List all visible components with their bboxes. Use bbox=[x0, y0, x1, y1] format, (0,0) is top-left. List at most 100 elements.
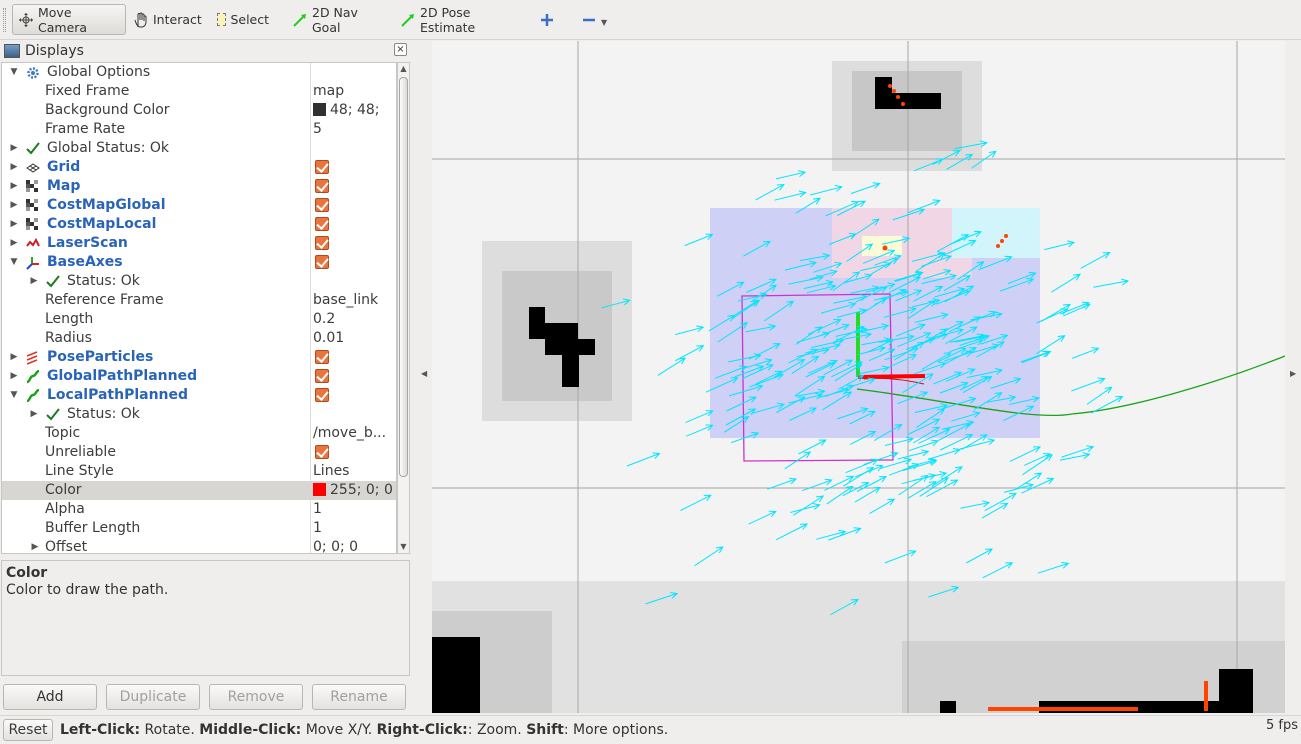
remove-button[interactable]: Remove bbox=[209, 684, 303, 710]
scroll-thumb[interactable] bbox=[399, 77, 408, 477]
tree-row-global-options[interactable]: ▼ Global Options bbox=[2, 63, 396, 82]
tree-row-grid[interactable]: ▶ Grid bbox=[2, 158, 396, 177]
remove-tool-button[interactable]: ▼ bbox=[576, 4, 616, 35]
scroll-down-icon[interactable]: ▼ bbox=[400, 542, 407, 551]
expanded-arrow-icon[interactable]: ▼ bbox=[10, 390, 18, 400]
enable-checkbox[interactable] bbox=[315, 255, 329, 269]
tree-row-background-color[interactable]: Background Color 48; 48; bbox=[2, 101, 396, 120]
tree-scrollbar[interactable]: ▲ ▼ bbox=[397, 62, 410, 554]
collapsed-arrow-icon[interactable]: ▶ bbox=[10, 352, 18, 362]
enable-checkbox[interactable] bbox=[315, 369, 329, 383]
tree-row-value[interactable]: /move_b... bbox=[313, 424, 396, 443]
expanded-arrow-icon[interactable]: ▼ bbox=[10, 257, 18, 267]
enable-checkbox[interactable] bbox=[315, 445, 329, 459]
enable-checkbox[interactable] bbox=[315, 198, 329, 212]
toolbar-grip[interactable] bbox=[3, 8, 6, 32]
displays-tree[interactable]: ▼ Global Options Fixed Frame map Background … bbox=[1, 62, 397, 554]
status-action: : More options. bbox=[563, 722, 669, 738]
duplicate-button[interactable]: Duplicate bbox=[106, 684, 200, 710]
tree-row-label: LaserScan bbox=[47, 235, 128, 251]
enable-checkbox[interactable] bbox=[315, 217, 329, 231]
tree-row-value[interactable]: 1 bbox=[313, 500, 396, 519]
tree-row-line-style[interactable]: Line Style Lines bbox=[2, 462, 396, 481]
right-splitter[interactable]: ▶ bbox=[1285, 41, 1301, 713]
pose-particle-arrow bbox=[960, 500, 991, 509]
tree-row-color[interactable]: Color 255; 0; 0 bbox=[2, 481, 396, 500]
collapsed-arrow-icon[interactable]: ▶ bbox=[10, 238, 18, 248]
pose-particle-arrow bbox=[1008, 395, 1041, 405]
tree-row-value[interactable]: 1 bbox=[313, 519, 396, 538]
pose-estimate-tool[interactable]: 2D Pose Estimate bbox=[395, 4, 521, 35]
pose-particle-arrow bbox=[883, 306, 917, 318]
collapsed-arrow-icon[interactable]: ▶ bbox=[10, 181, 18, 191]
tree-row-globalpathplanned[interactable]: ▶ GlobalPathPlanned bbox=[2, 367, 396, 386]
tree-row-buffer-length[interactable]: Buffer Length 1 bbox=[2, 519, 396, 538]
collapsed-arrow-icon[interactable]: ▶ bbox=[10, 219, 18, 229]
add-tool-button[interactable] bbox=[534, 4, 556, 35]
tree-row-poseparticles[interactable]: ▶ PoseParticles bbox=[2, 348, 396, 367]
tree-row-global-status-ok[interactable]: ▶ Global Status: Ok bbox=[2, 139, 396, 158]
tree-row-value[interactable]: 255; 0; 0 bbox=[313, 481, 396, 500]
pose-particle-arrow bbox=[729, 300, 759, 319]
column-divider[interactable] bbox=[310, 63, 311, 553]
scene-canvas[interactable] bbox=[432, 41, 1285, 713]
move-camera-tool[interactable]: Move Camera bbox=[12, 4, 126, 35]
tree-row-unreliable[interactable]: Unreliable bbox=[2, 443, 396, 462]
tree-row-localpathplanned[interactable]: ▼ LocalPathPlanned bbox=[2, 386, 396, 405]
tree-row-baseaxes[interactable]: ▼ BaseAxes bbox=[2, 253, 396, 272]
expanded-arrow-icon[interactable]: ▼ bbox=[10, 67, 18, 77]
tree-row-frame-rate[interactable]: Frame Rate 5 bbox=[2, 120, 396, 139]
enable-checkbox[interactable] bbox=[315, 236, 329, 250]
tree-row-radius[interactable]: Radius 0.01 bbox=[2, 329, 396, 348]
enable-checkbox[interactable] bbox=[315, 350, 329, 364]
collapsed-arrow-icon[interactable]: ▶ bbox=[30, 409, 38, 419]
rename-button[interactable]: Rename bbox=[312, 684, 406, 710]
tree-row-value[interactable]: 48; 48; bbox=[313, 101, 396, 120]
tree-row-offset[interactable]: ▶ Offset 0; 0; 0 bbox=[2, 538, 396, 553]
tree-row-fixed-frame[interactable]: Fixed Frame map bbox=[2, 82, 396, 101]
tree-row-alpha[interactable]: Alpha 1 bbox=[2, 500, 396, 519]
left-splitter[interactable]: ◀ bbox=[412, 41, 432, 713]
tree-row-value-text: 0.2 bbox=[313, 311, 336, 327]
pose-particle-arrow bbox=[774, 190, 807, 201]
add-button[interactable]: Add bbox=[3, 684, 97, 710]
collapsed-arrow-icon[interactable]: ▶ bbox=[10, 371, 18, 381]
pose-particle-arrow bbox=[1086, 386, 1113, 405]
collapse-right-icon[interactable]: ▶ bbox=[1290, 369, 1297, 378]
tree-row-length[interactable]: Length 0.2 bbox=[2, 310, 396, 329]
tree-row-value[interactable]: 5 bbox=[313, 120, 396, 139]
select-tool[interactable]: Select bbox=[212, 4, 274, 35]
tree-row-value[interactable]: Lines bbox=[313, 462, 396, 481]
collapsed-arrow-icon[interactable]: ▶ bbox=[10, 200, 18, 210]
tree-row-reference-frame[interactable]: Reference Frame base_link bbox=[2, 291, 396, 310]
pose-particle-arrow bbox=[775, 170, 807, 180]
tree-row-value[interactable]: 0.2 bbox=[313, 310, 396, 329]
enable-checkbox[interactable] bbox=[315, 179, 329, 193]
collapsed-arrow-icon[interactable]: ▶ bbox=[10, 162, 18, 172]
reset-button[interactable]: Reset bbox=[3, 719, 53, 741]
enable-checkbox[interactable] bbox=[315, 160, 329, 174]
nav-goal-tool[interactable]: 2D Nav Goal bbox=[287, 4, 383, 35]
collapse-left-icon[interactable]: ◀ bbox=[421, 369, 428, 378]
close-icon[interactable]: × bbox=[394, 43, 407, 56]
tree-row-value[interactable]: 0; 0; 0 bbox=[313, 538, 396, 553]
tree-row-costmapglobal[interactable]: ▶ CostMapGlobal bbox=[2, 196, 396, 215]
tree-row-value[interactable]: map bbox=[313, 82, 396, 101]
collapsed-arrow-icon[interactable]: ▶ bbox=[31, 542, 39, 552]
tree-row-costmaplocal[interactable]: ▶ CostMapLocal bbox=[2, 215, 396, 234]
tree-row-value[interactable]: base_link bbox=[313, 291, 396, 310]
tree-row-map[interactable]: ▶ Map bbox=[2, 177, 396, 196]
scroll-up-icon[interactable]: ▲ bbox=[400, 64, 407, 73]
render-view[interactable] bbox=[432, 41, 1285, 713]
collapsed-arrow-icon[interactable]: ▶ bbox=[10, 143, 18, 153]
interact-tool[interactable]: Interact bbox=[128, 4, 204, 35]
tree-row-value[interactable]: 0.01 bbox=[313, 329, 396, 348]
collapsed-arrow-icon[interactable]: ▶ bbox=[30, 276, 38, 286]
map-icon bbox=[26, 180, 40, 193]
tree-row-status-ok[interactable]: ▶ Status: Ok bbox=[2, 405, 396, 424]
tree-row-status-ok[interactable]: ▶ Status: Ok bbox=[2, 272, 396, 291]
tree-row-laserscan[interactable]: ▶ LaserScan bbox=[2, 234, 396, 253]
tree-row-topic[interactable]: Topic/move_b... bbox=[2, 424, 396, 443]
tree-row-label: PoseParticles bbox=[47, 349, 154, 365]
enable-checkbox[interactable] bbox=[315, 388, 329, 402]
